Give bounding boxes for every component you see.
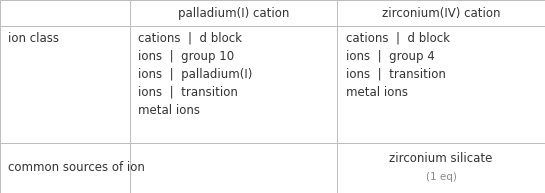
Text: common sources of ion: common sources of ion — [8, 161, 145, 174]
Text: zirconium(IV) cation: zirconium(IV) cation — [382, 7, 500, 19]
Text: cations  |  d block
ions  |  group 4
ions  |  transition
metal ions: cations | d block ions | group 4 ions | … — [346, 32, 450, 99]
Text: zirconium silicate: zirconium silicate — [390, 152, 493, 165]
Text: palladium(I) cation: palladium(I) cation — [178, 7, 289, 19]
Text: ion class: ion class — [8, 32, 59, 45]
Text: cations  |  d block
ions  |  group 10
ions  |  palladium(I)
ions  |  transition
: cations | d block ions | group 10 ions |… — [138, 32, 252, 117]
Text: (1 eq): (1 eq) — [426, 172, 457, 182]
